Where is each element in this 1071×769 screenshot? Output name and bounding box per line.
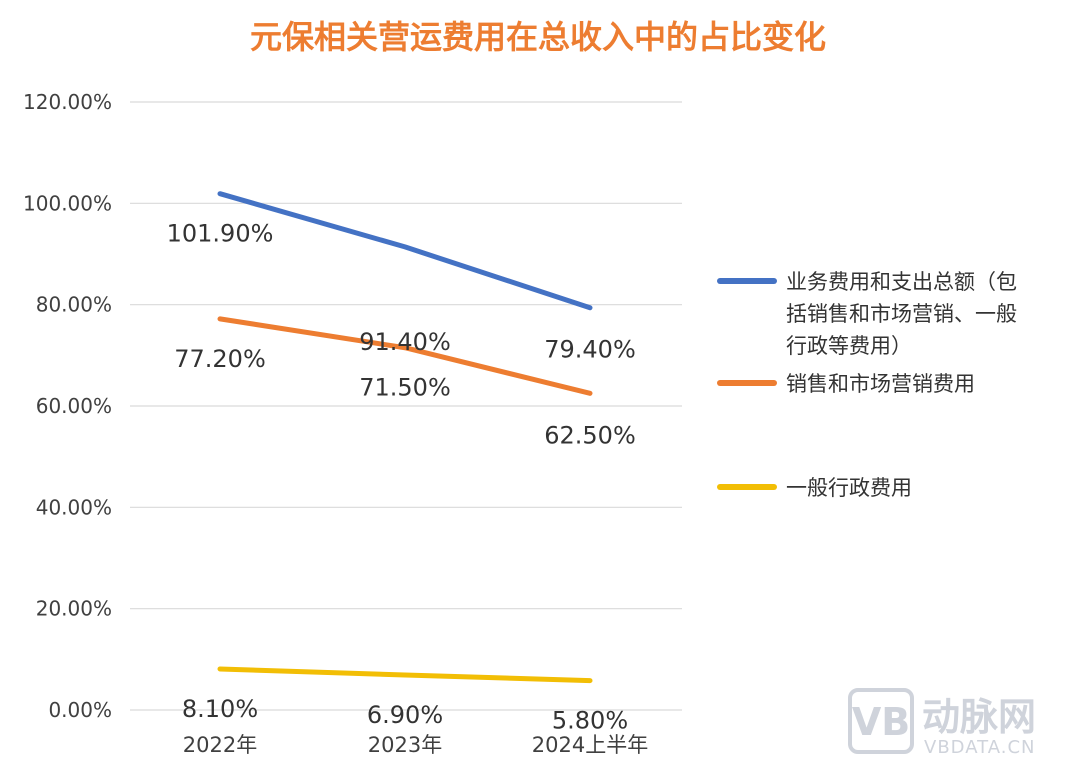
data-label: 5.80% (552, 707, 628, 735)
data-label: 8.10% (182, 695, 258, 723)
series-line (217, 191, 593, 311)
y-tick-label: 40.00% (36, 495, 112, 519)
data-label: 91.40% (359, 328, 451, 356)
legend-label: 业务费用和支出总额（包 (786, 270, 1017, 294)
y-axis: 0.00% 20.00% 40.00% 60.00% 80.00% 100.00% 120.… (23, 90, 112, 722)
x-tick-label: 2022年 (183, 733, 257, 757)
series-lines (217, 191, 593, 684)
legend-label: 行政等费用） (786, 334, 912, 358)
data-label: 71.50% (359, 374, 451, 402)
data-label: 62.50% (544, 421, 636, 449)
series-line (217, 316, 593, 396)
gridlines (130, 101, 682, 711)
watermark-logo-text: VB (852, 700, 910, 744)
x-tick-label: 2023年 (368, 733, 442, 757)
watermark-site: VBDATA.CN (924, 737, 1035, 758)
watermark-logo-box (848, 688, 914, 754)
data-label: 79.40% (544, 336, 636, 364)
y-tick-label: 100.00% (23, 191, 112, 215)
data-label: 101.90% (167, 220, 274, 248)
legend-label: 括销售和市场营销、一般 (786, 302, 1017, 326)
series-line (217, 666, 593, 684)
data-labels: 101.90% 91.40% 79.40% 77.20% 71.50% 62.50% 8.1… (167, 220, 636, 735)
y-tick-label: 80.00% (36, 293, 112, 317)
y-tick-label: 20.00% (36, 597, 112, 621)
watermark-brand: 动脉网 (922, 695, 1036, 739)
x-tick-label: 2024上半年 (532, 733, 648, 757)
data-label: 77.20% (174, 345, 266, 373)
watermark: VB 动脉网 VBDATA.CN (848, 688, 1036, 758)
legend-label: 一般行政费用 (786, 476, 912, 500)
chart-title: 元保相关营运费用在总收入中的占比变化 (250, 18, 826, 56)
x-axis: 2022年 2023年 2024上半年 (183, 733, 648, 757)
y-tick-label: 60.00% (36, 394, 112, 418)
legend-label: 销售和市场营销费用 (786, 372, 975, 396)
y-tick-label: 120.00% (23, 90, 112, 114)
data-label: 6.90% (367, 701, 443, 729)
y-tick-label: 0.00% (48, 698, 112, 722)
